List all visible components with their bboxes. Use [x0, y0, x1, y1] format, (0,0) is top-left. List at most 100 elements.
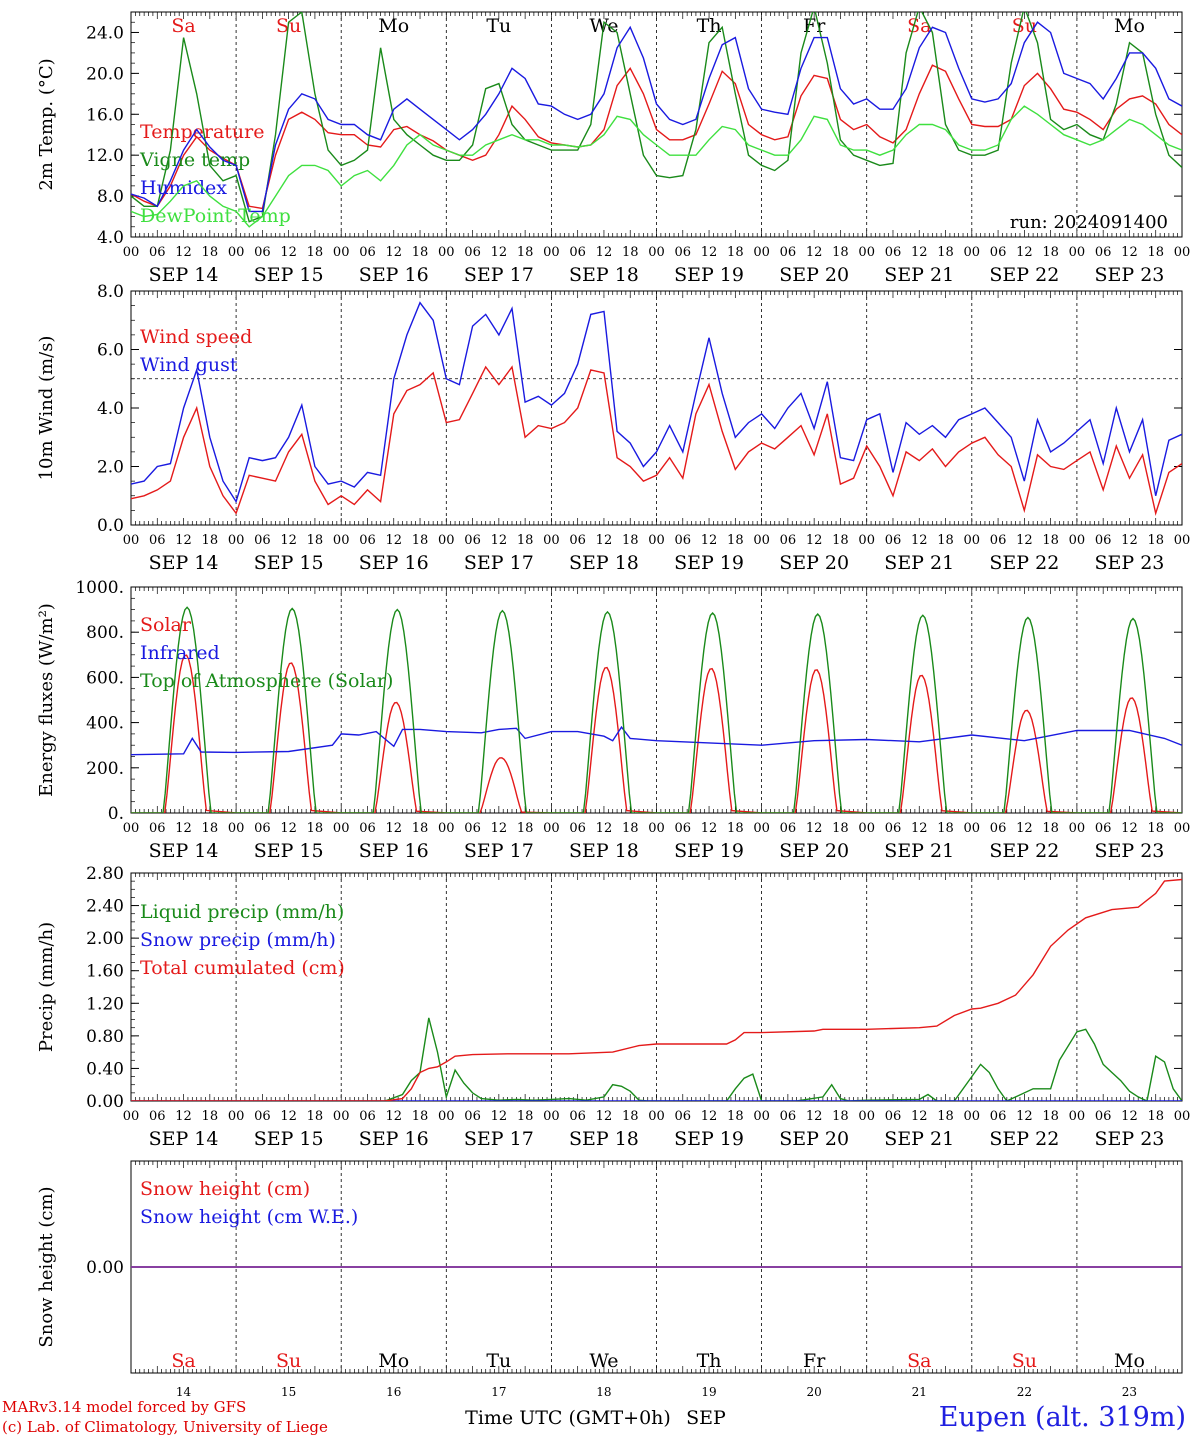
energy-hour-label: 12 — [596, 821, 613, 836]
wind-date-label: SEP 15 — [254, 552, 324, 574]
energy-y-tick-label: 200. — [86, 759, 124, 779]
wind-date-label: SEP 21 — [884, 552, 954, 574]
energy-hour-label: 18 — [1147, 821, 1164, 836]
energy-hour-label: 00 — [648, 821, 665, 836]
wind-hour-label: 06 — [1095, 533, 1112, 548]
energy-hour-label: 18 — [622, 821, 639, 836]
temp-hour-label: 06 — [569, 245, 586, 260]
precip-hour-label: 18 — [412, 1109, 429, 1124]
precip-hour-label: 06 — [675, 1109, 692, 1124]
temp-series-2-line — [131, 21, 1182, 213]
precip-hour-label: 12 — [911, 1109, 928, 1124]
wind-hour-label: 06 — [464, 533, 481, 548]
temp-hour-label: 00 — [1069, 245, 1086, 260]
wind-hour-label: 12 — [491, 533, 508, 548]
temp-hour-label: 12 — [175, 245, 192, 260]
precip-y-tick-label: 1.60 — [86, 962, 124, 982]
temp-hour-label: 00 — [333, 245, 350, 260]
energy-hour-label: 06 — [990, 821, 1007, 836]
precip-hour-label: 18 — [622, 1109, 639, 1124]
energy-hour-label: 06 — [254, 821, 271, 836]
wind-hour-label: 00 — [123, 533, 140, 548]
precip-date-label: SEP 15 — [254, 1128, 324, 1150]
snow-y-tick-label: 0.00 — [86, 1258, 124, 1278]
temp-hour-label: 00 — [1174, 245, 1191, 260]
temp-hour-label: 06 — [675, 245, 692, 260]
precip-hour-label: 00 — [648, 1109, 665, 1124]
wind-hour-label: 12 — [596, 533, 613, 548]
precip-hour-label: 18 — [727, 1109, 744, 1124]
precip-hour-label: 12 — [491, 1109, 508, 1124]
temp-date-label: SEP 20 — [779, 264, 849, 286]
energy-hour-label: 00 — [123, 821, 140, 836]
energy-date-label: SEP 20 — [779, 840, 849, 862]
snow-weekday-label: Th — [697, 1350, 722, 1372]
temp-hour-label: 06 — [885, 245, 902, 260]
temp-y-tick-label: 4.0 — [97, 228, 124, 248]
temp-date-label: SEP 23 — [1095, 264, 1165, 286]
temp-legend-0: Temperature — [140, 121, 264, 143]
energy-series-1-line — [131, 725, 1182, 756]
energy-hour-label: 00 — [753, 821, 770, 836]
wind-hour-label: 18 — [517, 533, 534, 548]
temp-weekday-label: Sa — [907, 15, 931, 37]
wind-hour-label: 00 — [438, 533, 455, 548]
wind-date-label: SEP 22 — [989, 552, 1059, 574]
energy-hour-label: 06 — [569, 821, 586, 836]
precip-hour-label: 18 — [202, 1109, 219, 1124]
energy-hour-label: 12 — [1121, 821, 1138, 836]
temp-hour-label: 06 — [149, 245, 166, 260]
precip-legend-0: Liquid precip (mm/h) — [140, 901, 344, 923]
wind-hour-label: 12 — [911, 533, 928, 548]
temp-hour-label: 18 — [937, 245, 954, 260]
energy-hour-label: 06 — [780, 821, 797, 836]
energy-hour-label: 12 — [806, 821, 823, 836]
wind-hour-label: 18 — [412, 533, 429, 548]
wind-y-tick-label: 2.0 — [97, 458, 124, 478]
temp-hour-label: 06 — [990, 245, 1007, 260]
precip-y-tick-label: 0.40 — [86, 1059, 124, 1079]
precip-series-0-line — [131, 1017, 1182, 1101]
snow-weekday-label: Mo — [378, 1350, 409, 1372]
precip-y-tick-label: 2.80 — [86, 864, 124, 884]
precip-hour-label: 00 — [333, 1109, 350, 1124]
wind-hour-label: 06 — [359, 533, 376, 548]
wind-series-1-line — [131, 301, 1182, 504]
precip-hour-label: 06 — [990, 1109, 1007, 1124]
temp-frame — [130, 11, 1183, 238]
energy-hour-label: 00 — [858, 821, 875, 836]
precip-hour-label: 00 — [123, 1109, 140, 1124]
temp-weekday-label: Mo — [1114, 15, 1145, 37]
temp-hour-label: 18 — [832, 245, 849, 260]
temp-hour-label: 12 — [911, 245, 928, 260]
wind-legend-1: Wind gust — [140, 354, 238, 376]
precip-legend-2: Total cumulated (cm) — [140, 957, 345, 979]
x-axis-month-label: SEP — [686, 1407, 726, 1429]
temp-hour-label: 00 — [438, 245, 455, 260]
temp-hour-label: 18 — [622, 245, 639, 260]
precip-hour-label: 12 — [1121, 1109, 1138, 1124]
run-label: run: 2024091400 — [1010, 212, 1168, 233]
wind-hour-label: 00 — [1069, 533, 1086, 548]
wind-hour-label: 18 — [937, 533, 954, 548]
wind-y-tick-label: 6.0 — [97, 341, 124, 361]
wind-hour-label: 06 — [885, 533, 902, 548]
precip-hour-label: 06 — [254, 1109, 271, 1124]
wind-date-label: SEP 20 — [779, 552, 849, 574]
temp-weekday-label: Sa — [171, 15, 195, 37]
precip-hour-label: 18 — [937, 1109, 954, 1124]
energy-date-label: SEP 21 — [884, 840, 954, 862]
energy-date-label: SEP 16 — [359, 840, 429, 862]
snow-legend-1: Snow height (cm W.E.) — [140, 1206, 358, 1228]
wind-hour-label: 12 — [806, 533, 823, 548]
wind-hour-label: 06 — [569, 533, 586, 548]
precip-hour-label: 12 — [806, 1109, 823, 1124]
precip-hour-label: 00 — [438, 1109, 455, 1124]
model-credit: MARv3.14 model forced by GFS — [2, 1398, 247, 1416]
temp-weekday-label: Su — [1012, 15, 1037, 37]
temp-hour-label: 12 — [491, 245, 508, 260]
energy-hour-label: 00 — [1174, 821, 1191, 836]
energy-hour-label: 06 — [359, 821, 376, 836]
wind-hour-label: 06 — [675, 533, 692, 548]
